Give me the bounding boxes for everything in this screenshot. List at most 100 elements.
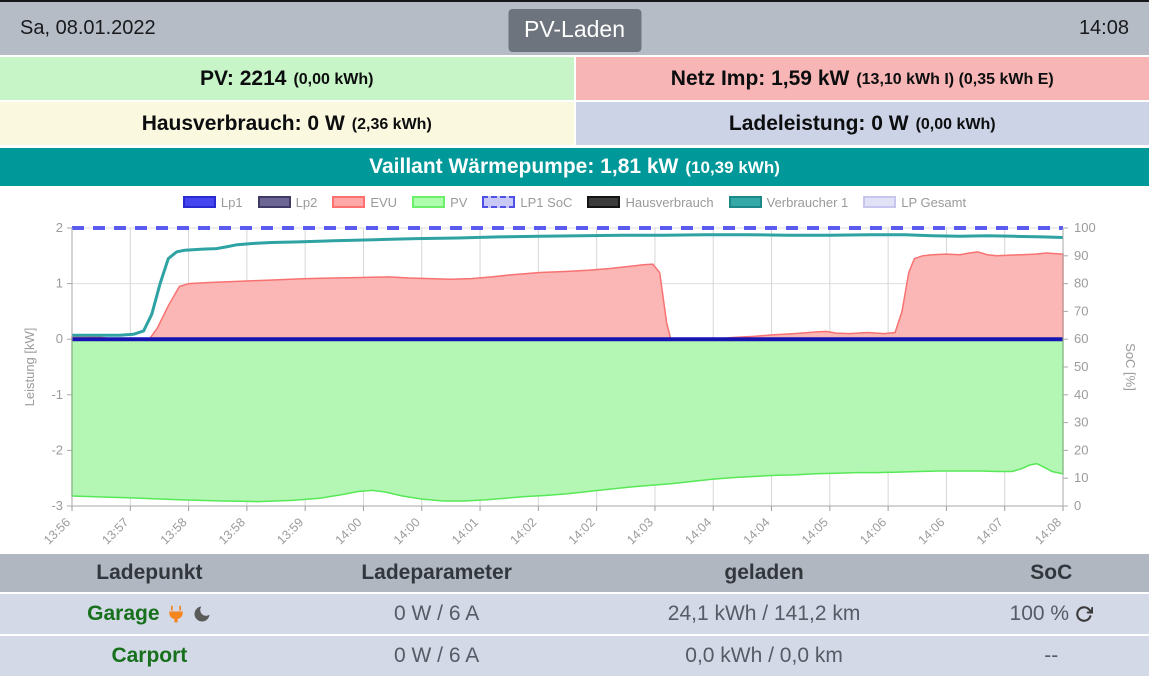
geladen-garage: 24,1 kWh / 141,2 km <box>667 602 861 625</box>
svg-text:14:06: 14:06 <box>916 515 948 547</box>
grid-import-status-box: Netz Imp: 1,59 kW (13,10 kWh I) (0,35 kW… <box>575 57 1149 100</box>
legend-label: PV <box>450 194 468 210</box>
svg-text:-3: -3 <box>51 498 63 513</box>
legend-swatch <box>257 196 291 208</box>
pv-value: PV: 2214 <box>200 66 287 90</box>
legend-swatch <box>332 196 366 208</box>
y-axis-right-title: SoC [%] <box>1123 343 1138 391</box>
legend-swatch <box>482 196 516 208</box>
svg-text:20: 20 <box>1074 442 1088 457</box>
house-consumption-status-box: Hausverbrauch: 0 W (2,36 kWh) <box>0 102 574 145</box>
svg-text:-1: -1 <box>51 387 63 402</box>
svg-text:14:04: 14:04 <box>682 515 714 547</box>
legend-swatch <box>587 196 621 208</box>
svg-text:13:57: 13:57 <box>99 515 131 547</box>
legend-label: Verbraucher 1 <box>766 194 849 210</box>
pv-energy: (0,00 kWh) <box>293 71 374 88</box>
house-consumption-value: Hausverbrauch: 0 W <box>141 111 345 135</box>
col-geladen: geladen <box>724 561 804 584</box>
ladeparameter-carport: 0 W / 6 A <box>394 644 480 667</box>
svg-text:1: 1 <box>56 276 63 291</box>
svg-text:70: 70 <box>1074 303 1088 318</box>
soc-garage: 100 % <box>1009 602 1070 625</box>
series-evu <box>71 251 1064 348</box>
svg-text:100: 100 <box>1074 220 1096 235</box>
legend-item-evu: EVU <box>332 195 397 210</box>
table-row-garage: Garage 0 W / 6 A 24,1 kWh / 141,2 km 100… <box>0 594 1149 634</box>
table-header-row: Ladepunkt Ladeparameter geladen SoC <box>0 554 1149 592</box>
svg-text:60: 60 <box>1074 331 1088 346</box>
plug-icon <box>166 604 186 624</box>
legend-item-lp1: Lp1 <box>182 194 243 210</box>
svg-text:13:58: 13:58 <box>216 515 248 547</box>
legend-item-lp1-soc: LP1 SoC <box>482 195 572 210</box>
legend-label: Lp2 <box>295 194 318 210</box>
y-axis-left-title: Leistung [kW] <box>22 328 37 407</box>
chargepoint-name-carport: Carport <box>111 644 188 667</box>
svg-text:0: 0 <box>1074 498 1081 513</box>
svg-text:14:00: 14:00 <box>391 515 423 547</box>
col-ladepunkt: Ladepunkt <box>96 561 203 584</box>
svg-text:13:59: 13:59 <box>274 515 306 547</box>
legend-label: Hausverbrauch <box>625 194 714 210</box>
svg-text:80: 80 <box>1074 276 1088 291</box>
svg-text:30: 30 <box>1074 415 1088 430</box>
svg-text:14:08: 14:08 <box>1032 515 1064 547</box>
charge-power-energy: (0,00 kWh) <box>915 116 996 133</box>
legend-label: LP Gesamt <box>901 194 967 210</box>
legend-label: EVU <box>370 194 398 210</box>
svg-text:14:02: 14:02 <box>566 515 598 547</box>
charge-power-value: Ladeleistung: 0 W <box>728 111 909 135</box>
legend-item-hausverbrauch: Hausverbrauch <box>587 194 714 210</box>
legend-swatch <box>182 196 216 208</box>
svg-text:13:56: 13:56 <box>41 515 73 547</box>
table-row-carport: Carport 0 W / 6 A 0,0 kWh / 0,0 km -- <box>0 636 1149 676</box>
legend-item-lp2: Lp2 <box>257 194 318 210</box>
top-bar: Sa, 08.01.2022 PV-Laden 14:08 <box>0 0 1149 55</box>
svg-text:14:07: 14:07 <box>974 515 1006 547</box>
svg-text:90: 90 <box>1074 248 1088 263</box>
legend-label: Lp1 <box>220 194 243 210</box>
clock-label: 14:08 <box>1078 17 1129 39</box>
svg-text:0: 0 <box>56 331 63 346</box>
chart-section: Lp1 Lp2 EVU PV LP1 SoC Hausverbrauch Verbrauch… <box>0 194 1149 550</box>
svg-text:2: 2 <box>56 220 63 235</box>
charge-mode-button[interactable]: PV-Laden <box>507 9 642 52</box>
svg-text:14:06: 14:06 <box>857 515 889 547</box>
legend-swatch <box>863 196 897 208</box>
grid-import-energy: (13,10 kWh I) (0,35 kWh E) <box>856 71 1054 88</box>
chart-legend: Lp1 Lp2 EVU PV LP1 SoC Hausverbrauch Verbrauch… <box>0 194 1149 210</box>
chargepoint-table: Ladepunkt Ladeparameter geladen SoC Gara… <box>0 554 1149 676</box>
svg-text:10: 10 <box>1074 470 1088 485</box>
svg-text:13:58: 13:58 <box>158 515 190 547</box>
charge-power-status-box: Ladeleistung: 0 W (0,00 kWh) <box>575 102 1149 145</box>
col-ladeparameter: Ladeparameter <box>361 561 512 584</box>
chart-svg: 210-1-2-313:56 13:57 13:58 13:58 13:59 14:00 1… <box>22 220 1138 547</box>
svg-text:50: 50 <box>1074 359 1088 374</box>
svg-text:14:00: 14:00 <box>333 515 365 547</box>
svg-text:14:05: 14:05 <box>799 515 831 547</box>
svg-text:14:04: 14:04 <box>741 515 773 547</box>
svg-text:14:01: 14:01 <box>449 515 481 547</box>
ladeparameter-garage: 0 W / 6 A <box>394 602 480 625</box>
heatpump-energy: (10,39 kWh) <box>685 158 780 177</box>
col-soc: SoC <box>1030 561 1073 584</box>
grid-import-value: Netz Imp: 1,59 kW <box>670 66 850 90</box>
heatpump-bar: Vaillant Wärmepumpe: 1,81 kW (10,39 kWh) <box>0 148 1149 186</box>
svg-text:40: 40 <box>1074 387 1088 402</box>
chargepoint-name-garage: Garage <box>87 602 160 625</box>
heatpump-value: Vaillant Wärmepumpe: 1,81 kW <box>369 155 679 178</box>
pv-status-box: PV: 2214 (0,00 kWh) <box>0 57 574 100</box>
soc-refresh-icon[interactable] <box>1075 605 1094 623</box>
svg-text:14:03: 14:03 <box>624 515 656 547</box>
moon-icon <box>192 604 212 624</box>
legend-item-lp-gesamt: LP Gesamt <box>863 195 966 210</box>
svg-text:14:02: 14:02 <box>507 515 539 547</box>
legend-label: LP1 SoC <box>520 194 573 210</box>
legend-swatch <box>728 196 762 208</box>
status-grid: PV: 2214 (0,00 kWh) Netz Imp: 1,59 kW (1… <box>0 57 1149 145</box>
svg-text:-2: -2 <box>51 442 63 457</box>
soc-carport: -- <box>1044 644 1059 667</box>
legend-item-verbraucher-1: Verbraucher 1 <box>728 194 849 210</box>
